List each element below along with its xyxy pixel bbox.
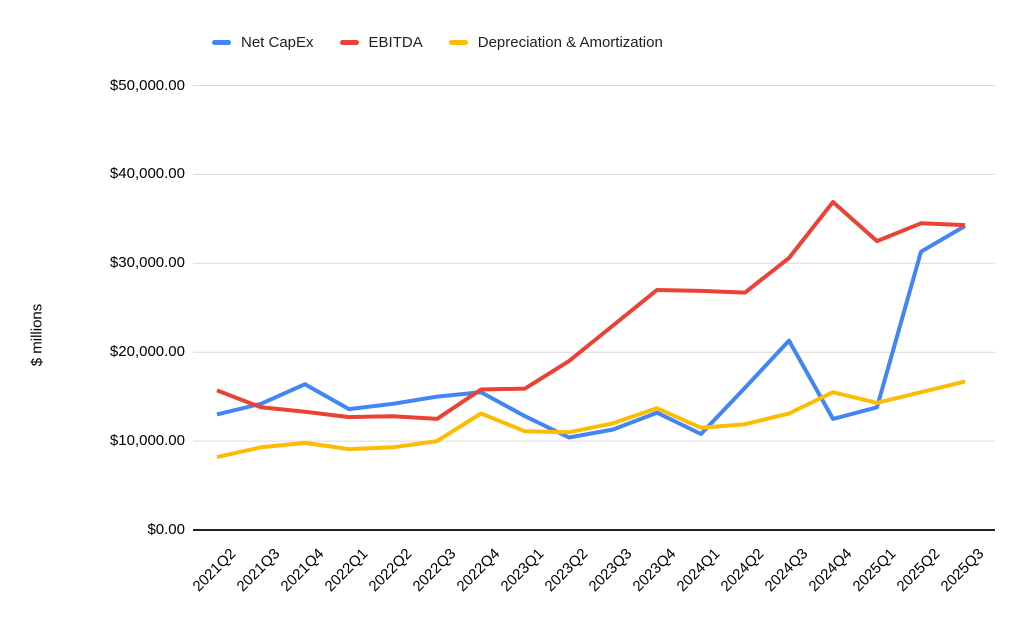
legend-item-net-capex: Net CapEx xyxy=(212,34,314,51)
legend-label: Depreciation & Amortization xyxy=(477,33,663,51)
y-axis-tick-label: $50,000.00 xyxy=(109,76,185,94)
series-line-depreciation-amortization xyxy=(216,379,966,460)
legend-swatch xyxy=(448,39,468,45)
series-line-ebitda xyxy=(216,200,966,421)
y-axis-tick-label: $10,000.00 xyxy=(109,432,185,450)
chart-legend: Net CapEx EBITDA Depreciation & Amortiza… xyxy=(212,33,663,51)
y-axis-tick-label: $20,000.00 xyxy=(109,343,185,361)
legend-label: EBITDA xyxy=(368,33,423,51)
legend-swatch xyxy=(339,39,359,45)
legend-item-ebitda: EBITDA xyxy=(339,33,423,51)
legend-label: Net CapEx xyxy=(241,33,314,51)
y-axis-tick-label: $0.00 xyxy=(147,521,185,538)
legend-item-depreciation-amortization: Depreciation & Amortization xyxy=(448,33,663,51)
series-line-net-capex xyxy=(216,224,967,440)
legend-swatch xyxy=(212,39,231,45)
y-axis-tick-label: $30,000.00 xyxy=(109,254,185,272)
y-axis-tick-label: $40,000.00 xyxy=(109,165,185,183)
